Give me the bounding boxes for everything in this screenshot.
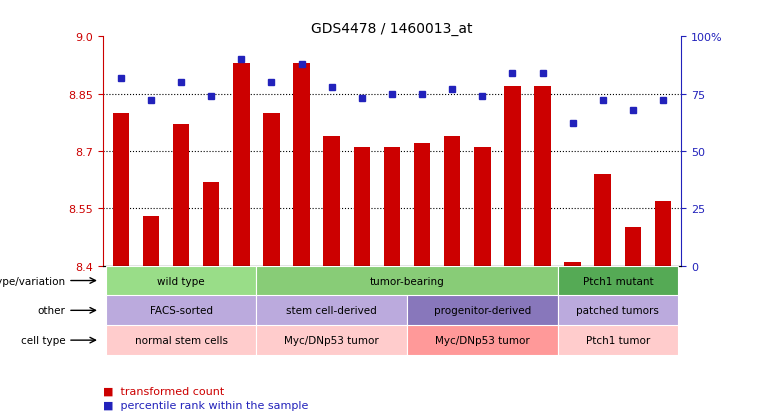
Bar (173, 125, 189, 266)
Bar (263, 114, 280, 266)
Bar (142, 216, 159, 266)
Text: cell type: cell type (21, 335, 65, 345)
Bar (414, 144, 430, 266)
Text: ■  transformed count: ■ transformed count (103, 385, 224, 395)
Bar (293, 64, 310, 266)
Bar (625, 228, 642, 266)
Bar (654, 201, 671, 266)
Bar (558, 296, 678, 325)
Bar (594, 174, 611, 266)
Bar (256, 266, 558, 296)
Text: Myc/DNp53 tumor: Myc/DNp53 tumor (285, 335, 379, 345)
Bar (106, 266, 256, 296)
Bar (534, 87, 551, 266)
Bar (407, 325, 558, 355)
Bar (256, 296, 407, 325)
Text: ■  percentile rank within the sample: ■ percentile rank within the sample (103, 400, 308, 410)
Text: progenitor-derived: progenitor-derived (434, 306, 531, 316)
Bar (106, 296, 256, 325)
Text: Myc/DNp53 tumor: Myc/DNp53 tumor (435, 335, 530, 345)
Bar (444, 136, 460, 266)
Text: Ptch1 tumor: Ptch1 tumor (586, 335, 650, 345)
Bar (203, 182, 219, 266)
Bar (233, 64, 250, 266)
Bar (354, 148, 370, 266)
Bar (256, 325, 407, 355)
Title: GDS4478 / 1460013_at: GDS4478 / 1460013_at (311, 22, 473, 36)
Bar (504, 87, 521, 266)
Text: FACS-sorted: FACS-sorted (150, 306, 212, 316)
Bar (384, 148, 400, 266)
Text: stem cell-derived: stem cell-derived (286, 306, 377, 316)
Text: wild type: wild type (158, 276, 205, 286)
Bar (106, 325, 256, 355)
Bar (407, 296, 558, 325)
Text: patched tumors: patched tumors (576, 306, 659, 316)
Bar (113, 114, 129, 266)
Bar (323, 136, 340, 266)
Bar (474, 148, 491, 266)
Bar (558, 266, 678, 296)
Text: Ptch1 mutant: Ptch1 mutant (582, 276, 653, 286)
Text: other: other (37, 306, 65, 316)
Bar (565, 262, 581, 266)
Text: genotype/variation: genotype/variation (0, 276, 65, 286)
Text: normal stem cells: normal stem cells (135, 335, 228, 345)
Text: tumor-bearing: tumor-bearing (370, 276, 444, 286)
Bar (558, 325, 678, 355)
